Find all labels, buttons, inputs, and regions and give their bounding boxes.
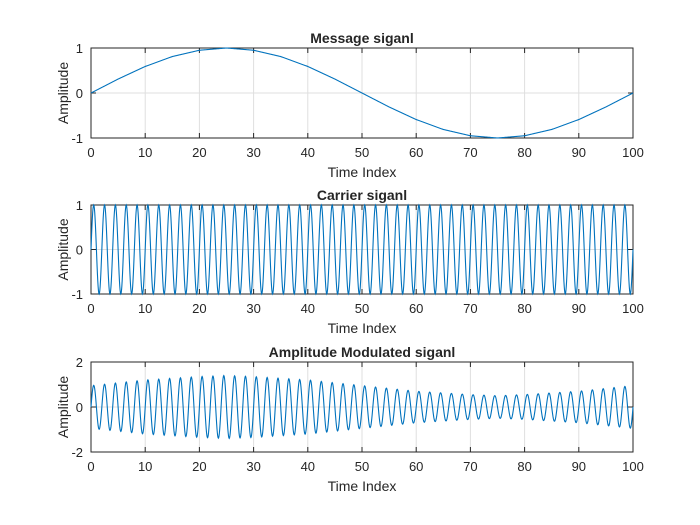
- x-tick-label: 90: [572, 459, 586, 474]
- subplot-title: Carrier siganl: [317, 187, 407, 203]
- y-tick-label: 1: [76, 198, 83, 213]
- x-tick-label: 50: [355, 301, 369, 316]
- x-tick-label: 40: [301, 145, 315, 160]
- x-tick-label: 40: [301, 301, 315, 316]
- subplot-3: 0 10 20 30 40 50 60 70 80 90 100 -2 0 2 Amplitude Modu…: [55, 344, 644, 494]
- x-axis-label: Time Index: [328, 164, 397, 180]
- x-tick-label: 10: [138, 145, 152, 160]
- y-tick-label: 2: [76, 355, 83, 370]
- x-tick-label: 80: [517, 459, 531, 474]
- x-tick-label: 20: [192, 301, 206, 316]
- x-tick-label: 100: [622, 459, 644, 474]
- x-tick-label: 30: [246, 145, 260, 160]
- x-tick-label: 20: [192, 459, 206, 474]
- y-tick-label: -1: [71, 131, 83, 146]
- y-axis-label: Amplitude: [55, 62, 71, 124]
- x-tick-label: 90: [572, 145, 586, 160]
- y-tick-label: 0: [76, 400, 83, 415]
- x-tick-label: 40: [301, 459, 315, 474]
- x-tick-label: 100: [622, 145, 644, 160]
- subplot-title: Message siganl: [310, 30, 414, 46]
- x-tick-label: 70: [463, 459, 477, 474]
- x-tick-label: 60: [409, 301, 423, 316]
- x-tick-label: 60: [409, 459, 423, 474]
- y-tick-label: 0: [76, 86, 83, 101]
- subplot-2: 0 10 20 30 40 50 60 70 80 90 100 -1 0 1 Carrier siganl…: [55, 187, 644, 336]
- x-tick-label: 0: [87, 145, 94, 160]
- x-tick-label: 0: [87, 301, 94, 316]
- x-tick-label: 30: [246, 459, 260, 474]
- x-tick-label: 0: [87, 459, 94, 474]
- series-line-1: [90, 203, 634, 296]
- x-tick-label: 60: [409, 145, 423, 160]
- x-tick-label: 50: [355, 459, 369, 474]
- y-tick-label: 0: [76, 243, 83, 258]
- y-axis-label: Amplitude: [55, 376, 71, 438]
- x-tick-label: 90: [572, 301, 586, 316]
- x-tick-label: 70: [463, 301, 477, 316]
- x-tick-label: 10: [138, 459, 152, 474]
- x-tick-label: 20: [192, 145, 206, 160]
- x-tick-label: 80: [517, 301, 531, 316]
- y-tick-label: -2: [71, 445, 83, 460]
- y-axis-label: Amplitude: [55, 218, 71, 280]
- y-tick-label: -1: [71, 287, 83, 302]
- x-tick-label: 80: [517, 145, 531, 160]
- x-tick-label: 30: [246, 301, 260, 316]
- series-line-1: [90, 47, 634, 139]
- subplot-1: 0 10 20 30 40 50 60 70 80 90 100 -1 0 1 Message siganl…: [55, 30, 644, 180]
- x-tick-label: 50: [355, 145, 369, 160]
- x-tick-label: 100: [622, 301, 644, 316]
- subplot-title: Amplitude Modulated siganl: [269, 344, 456, 360]
- x-tick-label: 10: [138, 301, 152, 316]
- series-line-1: [90, 374, 634, 440]
- x-tick-label: 70: [463, 145, 477, 160]
- x-axis-label: Time Index: [328, 320, 397, 336]
- y-tick-label: 1: [76, 41, 83, 56]
- x-axis-label: Time Index: [328, 478, 397, 494]
